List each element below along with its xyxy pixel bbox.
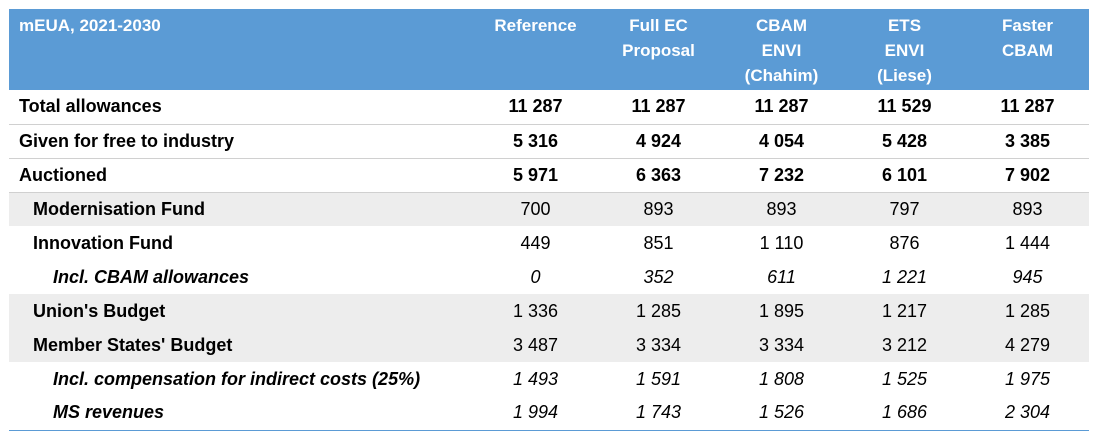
cell-value: 352 [643,266,674,287]
header-faster-cbam-line-2: CBAM [1002,41,1053,60]
cell-value: 1 336 [474,294,597,328]
cell-value: 893 [966,192,1089,226]
cell-value: 851 [643,232,674,253]
cell-value: 4 924 [597,124,720,159]
cell-value: 1 285 [597,294,720,328]
row-label: Member States' Budget [9,328,474,362]
header-faster-cbam: Faster CBAM [966,9,1089,90]
cell-value: 11 529 [843,90,966,125]
cell-value: 1 493 [512,368,559,389]
cell-value: 1 444 [1004,232,1051,253]
header-reference: Reference [474,9,597,90]
cell-value: 5 428 [843,124,966,159]
cell-value: 893 [597,192,720,226]
table-row: Member States' Budget 3 487 3 334 3 334 … [9,328,1089,362]
cell-value: 7 232 [720,158,843,193]
row-label: Incl. compensation for indirect costs (2… [53,368,421,389]
cell-value: 449 [520,232,551,253]
cell-value: 11 287 [474,90,597,125]
cell-value: 1 285 [966,294,1089,328]
header-faster-cbam-line-1: Faster [1001,16,1054,35]
table-row: Total allowances 11 287 11 287 11 287 11… [9,90,1089,125]
row-label: Union's Budget [9,294,474,328]
cell-value: 4 279 [966,328,1089,362]
table-row: Innovation Fund 449 851 1 110 876 1 444 [9,226,1089,260]
row-label: Auctioned [9,158,474,193]
header-full-ec-proposal: Full EC Proposal [597,9,720,90]
cell-value: 3 334 [597,328,720,362]
cell-value: 611 [767,266,796,287]
row-label: Innovation Fund [33,232,173,253]
allowances-table-container: mEUA, 2021-2030 Reference Full EC Propos… [9,9,1089,431]
row-label: Total allowances [9,90,474,125]
header-cbam-envi-line-1: CBAM [756,16,807,35]
cell-value: 3 334 [720,328,843,362]
header-row: mEUA, 2021-2030 Reference Full EC Propos… [9,9,1089,90]
cell-value: 7 902 [966,158,1089,193]
cell-value: 1 525 [881,368,928,389]
header-cbam-envi: CBAM ENVI (Chahim) [720,9,843,90]
header-label: mEUA, 2021-2030 [19,16,161,35]
cell-value: 1 743 [597,396,720,431]
cell-value: 5 971 [474,158,597,193]
table-row: Modernisation Fund 700 893 893 797 893 [9,192,1089,226]
cell-value: 6 363 [597,158,720,193]
cell-value: 11 287 [720,90,843,125]
cell-value: 1 110 [759,232,804,253]
cell-value: 1 526 [720,396,843,431]
cell-value: 797 [843,192,966,226]
header-full-ec-line-2: Proposal [622,41,695,60]
cell-value: 945 [1012,266,1043,287]
cell-value: 11 287 [597,90,720,125]
cell-value: 700 [474,192,597,226]
cell-value: 6 101 [843,158,966,193]
cell-value: 1 808 [758,368,805,389]
cell-value: 3 385 [966,124,1089,159]
cell-value: 1 217 [843,294,966,328]
row-label: Given for free to industry [9,124,474,159]
cell-value: 3 487 [474,328,597,362]
row-label: Modernisation Fund [9,192,474,226]
cell-value: 1 994 [474,396,597,431]
cell-value: 2 304 [966,396,1089,431]
row-label: Incl. CBAM allowances [53,266,250,287]
cell-value: 3 212 [843,328,966,362]
row-label: MS revenues [9,396,474,431]
header-ets-envi-line-3: (Liese) [877,66,932,85]
allowances-table: mEUA, 2021-2030 Reference Full EC Propos… [9,9,1089,431]
cell-value: 1 221 [881,266,928,287]
header-cbam-envi-line-3: (Chahim) [744,66,819,85]
header-full-ec-line-1: Full EC [629,16,688,35]
header-ets-envi-line-2: ENVI [884,41,925,60]
cell-value: 893 [720,192,843,226]
table-row: Incl. CBAM allowances 0 352 611 1 221 94… [9,260,1089,294]
cell-value: 1 975 [1004,368,1051,389]
cell-value: 0 [530,266,541,287]
table-row: Union's Budget 1 336 1 285 1 895 1 217 1… [9,294,1089,328]
header-ets-envi-line-1: ETS [887,16,922,35]
header-ets-envi: ETS ENVI (Liese) [843,9,966,90]
header-reference-line: Reference [494,16,577,35]
header-cbam-envi-line-2: ENVI [761,41,802,60]
table-row: Incl. compensation for indirect costs (2… [9,362,1089,396]
table-row: Auctioned 5 971 6 363 7 232 6 101 7 902 [9,158,1089,193]
cell-value: 1 686 [843,396,966,431]
table-row: MS revenues 1 994 1 743 1 526 1 686 2 30… [9,396,1089,431]
table-row: Given for free to industry 5 316 4 924 4… [9,124,1089,159]
cell-value: 11 287 [966,90,1089,125]
cell-value: 1 591 [635,368,682,389]
cell-value: 1 895 [720,294,843,328]
cell-value: 876 [889,232,920,253]
cell-value: 5 316 [474,124,597,159]
cell-value: 4 054 [720,124,843,159]
